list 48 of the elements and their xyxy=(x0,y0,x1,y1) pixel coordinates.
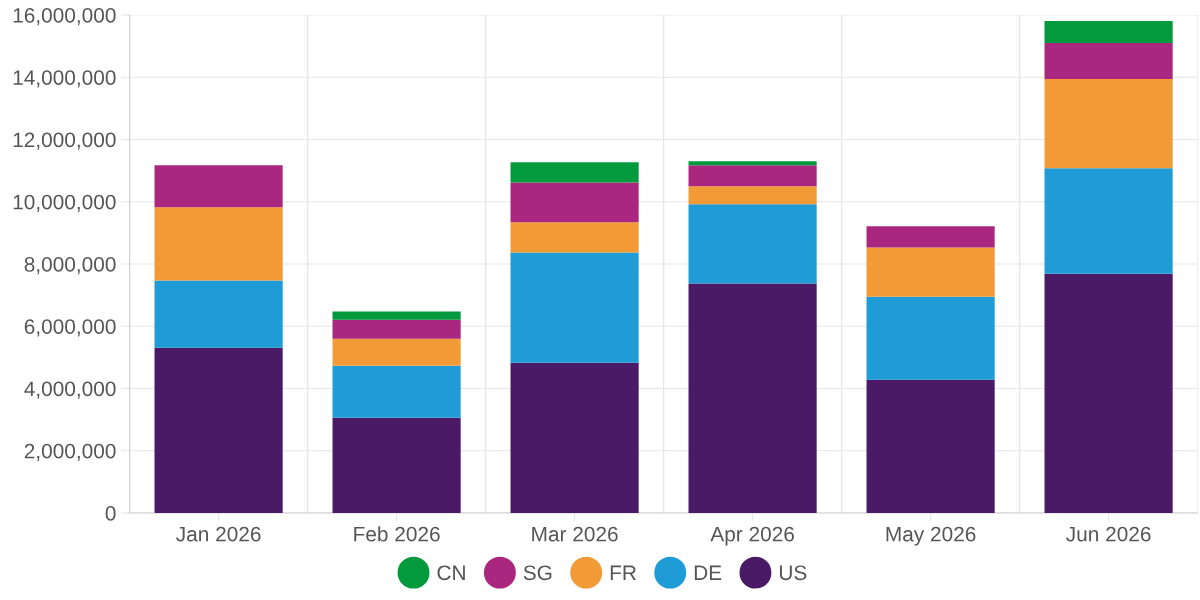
bar xyxy=(1044,168,1173,274)
y-tick-label: 4,000,000 xyxy=(24,381,116,399)
x-tick-label: Mar 2026 xyxy=(532,526,618,542)
bar xyxy=(332,311,461,320)
bar xyxy=(332,365,461,418)
bar xyxy=(688,283,817,513)
y-tick-label: 6,000,000 xyxy=(24,319,116,337)
bar xyxy=(154,347,283,513)
bar xyxy=(1044,43,1173,80)
bar xyxy=(510,252,639,363)
bar xyxy=(688,204,817,284)
bar xyxy=(154,165,283,208)
bar xyxy=(866,226,995,248)
x-tick-label: May 2026 xyxy=(886,526,976,546)
bar xyxy=(688,165,817,187)
y-tick-label: 0 xyxy=(105,506,116,521)
bar xyxy=(332,319,461,339)
x-tick-label: Jan 2026 xyxy=(176,526,261,542)
legend-label: FR xyxy=(610,565,636,580)
bar xyxy=(154,280,283,348)
y-tick-label: 16,000,000 xyxy=(13,8,116,26)
bar xyxy=(510,222,639,253)
y-tick-label: 2,000,000 xyxy=(24,443,116,461)
bar xyxy=(1044,273,1173,513)
bar xyxy=(866,247,995,297)
bar xyxy=(1044,20,1173,44)
y-tick-label: 14,000,000 xyxy=(13,70,116,88)
bar xyxy=(510,162,639,183)
y-tick-label: 12,000,000 xyxy=(13,132,116,150)
legend-label: SG xyxy=(523,565,552,581)
bar xyxy=(688,161,817,166)
x-tick-label: Apr 2026 xyxy=(710,526,794,546)
bar xyxy=(510,182,639,223)
bar xyxy=(866,296,995,380)
bar xyxy=(866,379,995,513)
bar xyxy=(688,186,817,205)
y-tick-label: 8,000,000 xyxy=(24,257,116,275)
bar xyxy=(332,417,461,513)
y-tick-label: 10,000,000 xyxy=(13,194,116,212)
x-tick-label: Feb 2026 xyxy=(354,526,440,542)
x-tick-label: Jun 2026 xyxy=(1066,526,1151,542)
bar xyxy=(510,362,639,513)
bar xyxy=(332,338,461,366)
bar xyxy=(1044,79,1173,169)
legend-label: CN xyxy=(437,565,465,581)
legend-label: DE xyxy=(694,565,722,580)
legend-label: US xyxy=(779,565,807,581)
bar xyxy=(154,207,283,281)
